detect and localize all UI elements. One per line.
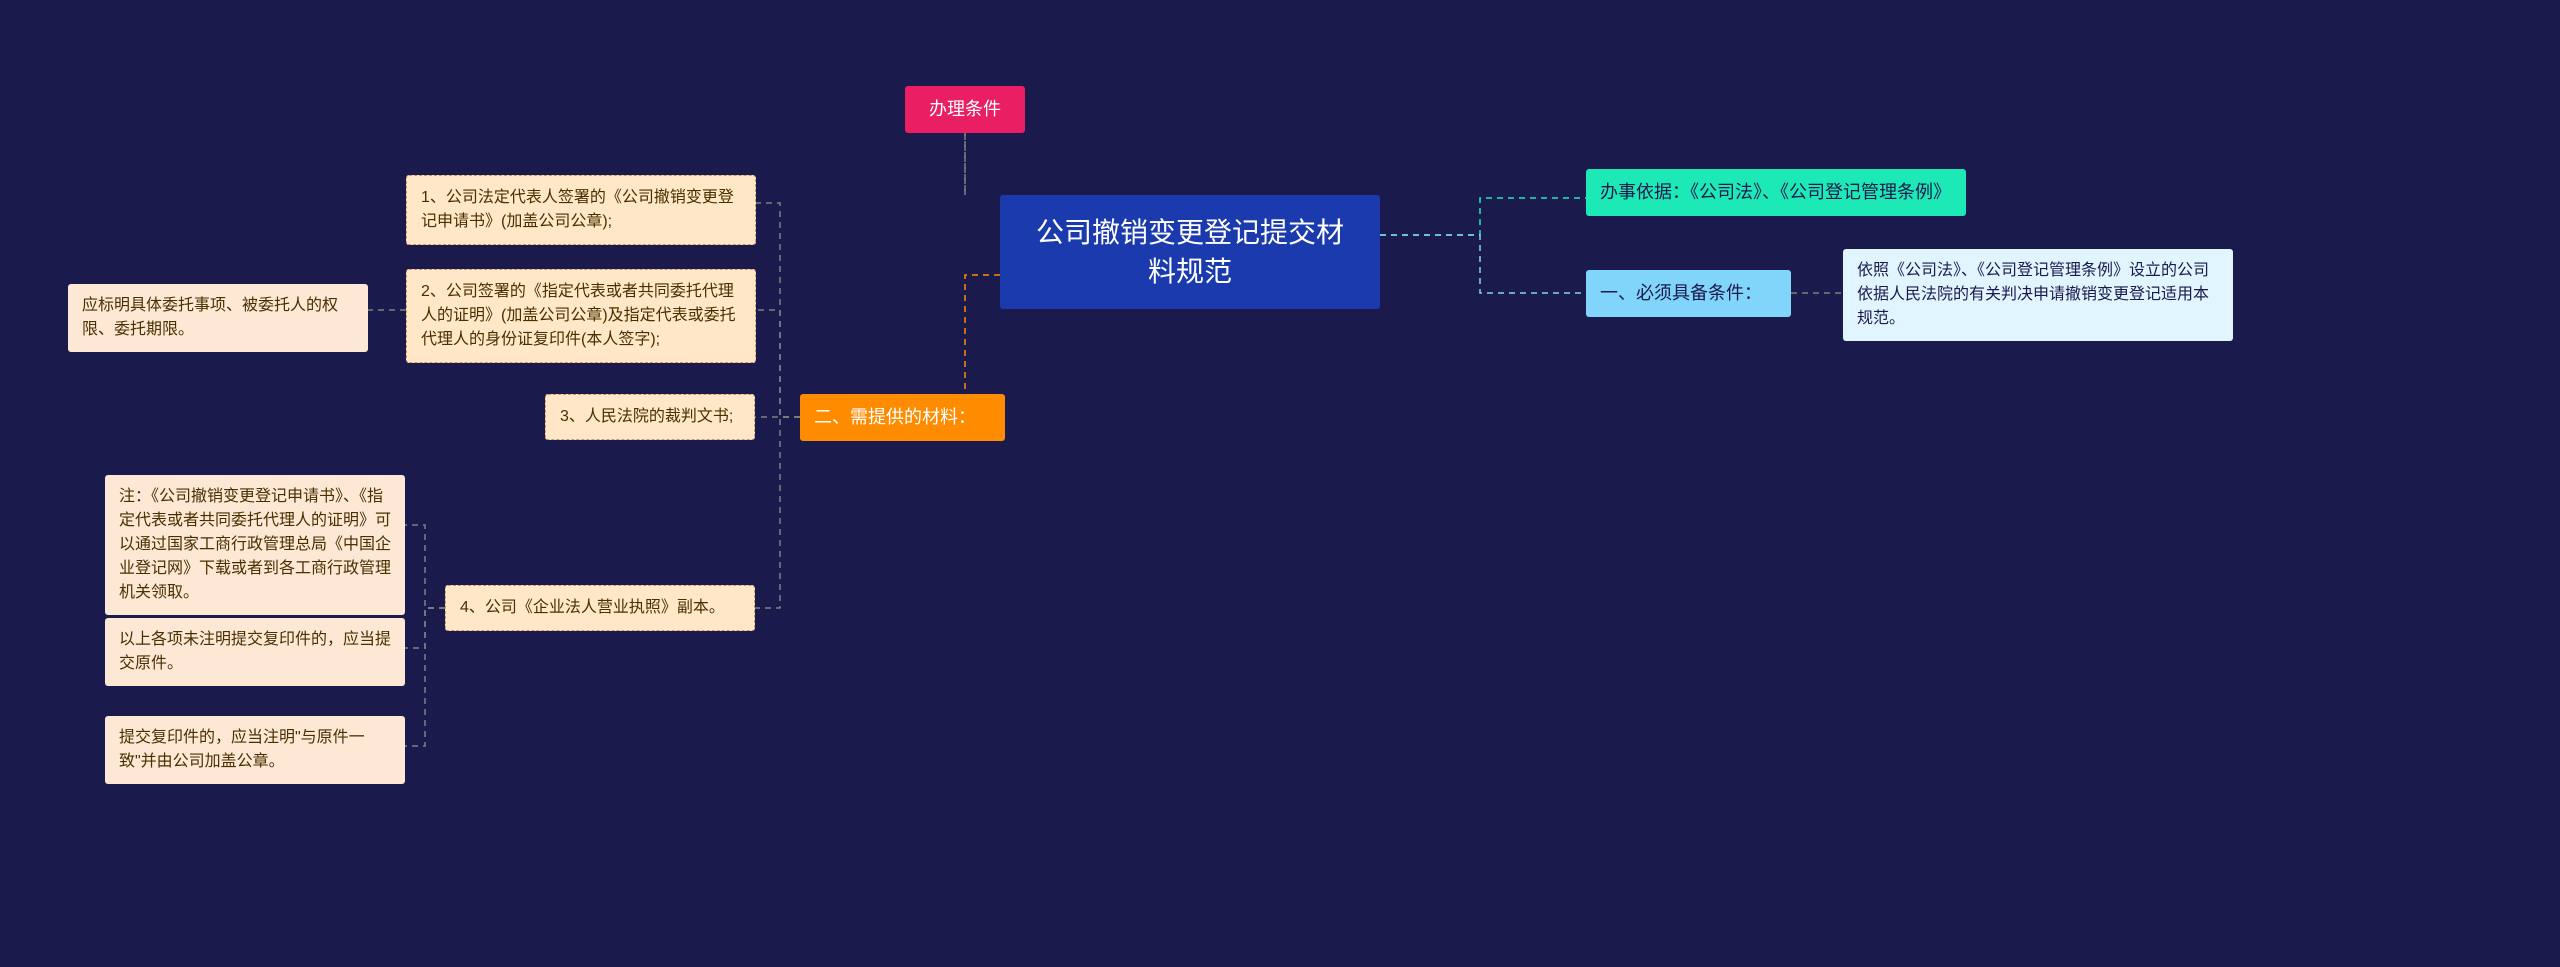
m4-text: 4、公司《企业法人营业执照》副本。 xyxy=(460,599,725,616)
m1-text: 1、公司法定代表人签署的《公司撤销变更登记申请书》(加盖公司公章); xyxy=(421,189,734,230)
node-m4b: 以上各项未注明提交复印件的，应当提交原件。 xyxy=(105,618,405,686)
node-prereq-detail: 依照《公司法》、《公司登记管理条例》设立的公司依据人民法院的有关判决申请撤销变更… xyxy=(1843,249,2233,341)
node-m2sub: 应标明具体委托事项、被委托人的权限、委托期限。 xyxy=(68,284,368,352)
teal-text: 办事依据：《公司法》、《公司登记管理条例》 xyxy=(1600,182,1951,202)
m2sub-text: 应标明具体委托事项、被委托人的权限、委托期限。 xyxy=(82,297,338,338)
pink-text: 办理条件 xyxy=(929,99,1001,119)
m2-text: 2、公司签署的《指定代表或者共同委托代理人的证明》(加盖公司公章)及指定代表或委… xyxy=(421,283,736,348)
node-materials: 二、需提供的材料： xyxy=(800,394,1005,441)
node-conditions: 办理条件 xyxy=(905,86,1025,133)
lightpale-text: 依照《公司法》、《公司登记管理条例》设立的公司依据人民法院的有关判决申请撤销变更… xyxy=(1857,262,2209,327)
node-m4: 4、公司《企业法人营业执照》副本。 xyxy=(445,585,755,631)
m3-text: 3、人民法院的裁判文书; xyxy=(560,408,733,425)
lightblue-text: 一、必须具备条件： xyxy=(1600,283,1762,303)
m4a-text: 注：《公司撤销变更登记申请书》、《指定代表或者共同委托代理人的证明》可以通过国家… xyxy=(119,488,391,601)
node-prereq: 一、必须具备条件： xyxy=(1586,270,1791,317)
node-m4c: 提交复印件的，应当注明"与原件一致"并由公司加盖公章。 xyxy=(105,716,405,784)
node-m4a: 注：《公司撤销变更登记申请书》、《指定代表或者共同委托代理人的证明》可以通过国家… xyxy=(105,475,405,615)
node-m1: 1、公司法定代表人签署的《公司撤销变更登记申请书》(加盖公司公章); xyxy=(406,175,756,245)
root-text: 公司撤销变更登记提交材料规范 xyxy=(1036,217,1344,287)
root-node: 公司撤销变更登记提交材料规范 xyxy=(1000,195,1380,309)
m4b-text: 以上各项未注明提交复印件的，应当提交原件。 xyxy=(119,631,391,672)
node-m3: 3、人民法院的裁判文书; xyxy=(545,394,755,440)
node-basis: 办事依据：《公司法》、《公司登记管理条例》 xyxy=(1586,169,1966,216)
m4c-text: 提交复印件的，应当注明"与原件一致"并由公司加盖公章。 xyxy=(119,729,365,770)
node-m2: 2、公司签署的《指定代表或者共同委托代理人的证明》(加盖公司公章)及指定代表或委… xyxy=(406,269,756,363)
orange-text: 二、需提供的材料： xyxy=(814,407,976,427)
